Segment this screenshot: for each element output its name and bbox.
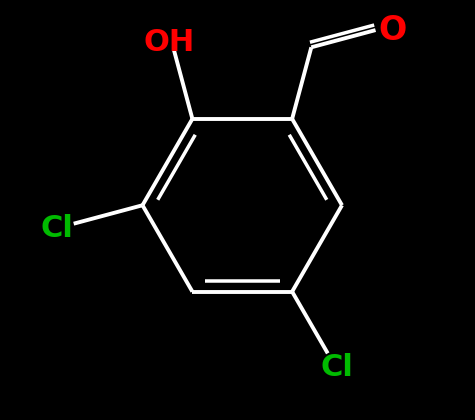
Text: O: O: [379, 13, 407, 47]
Text: Cl: Cl: [40, 214, 73, 243]
Text: Cl: Cl: [321, 353, 354, 382]
Text: OH: OH: [143, 28, 195, 57]
